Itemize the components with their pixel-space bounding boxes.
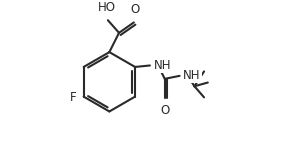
Text: F: F (70, 91, 77, 104)
Text: NH: NH (154, 59, 171, 72)
Text: O: O (131, 3, 140, 17)
Text: O: O (160, 104, 169, 117)
Text: HO: HO (97, 1, 115, 14)
Text: NH: NH (183, 69, 201, 82)
